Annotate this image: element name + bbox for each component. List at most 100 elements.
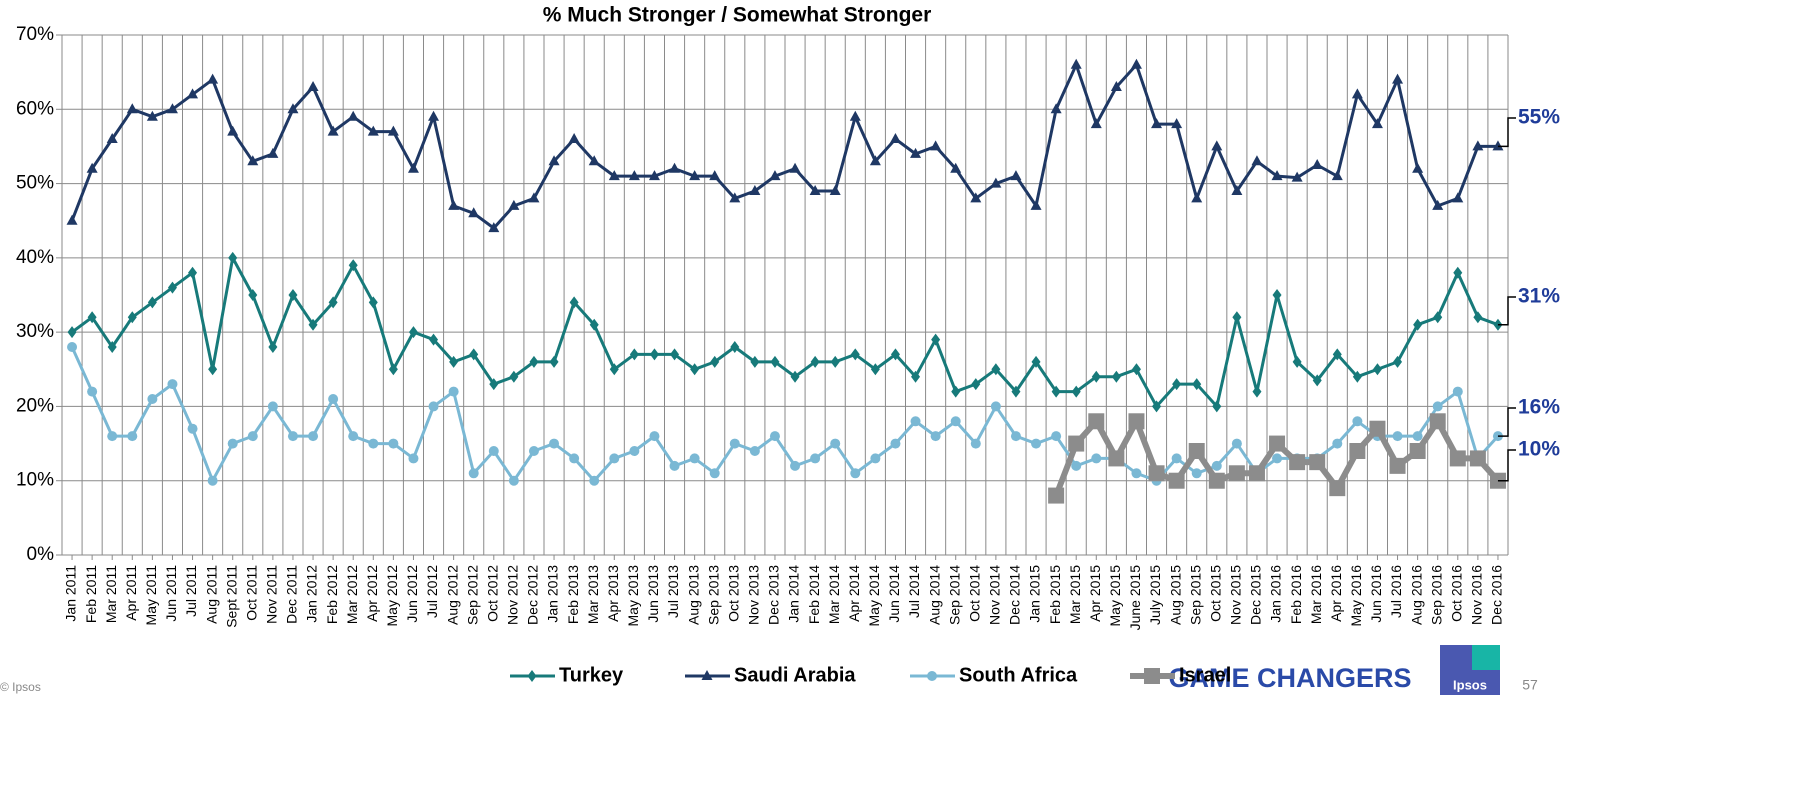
point <box>328 394 339 404</box>
point <box>488 222 500 233</box>
point <box>387 125 399 136</box>
point <box>769 170 781 181</box>
x-tick-label: Jan 2016 <box>1268 565 1284 623</box>
point <box>1329 480 1346 497</box>
point <box>769 431 780 442</box>
y-tick-label: 30% <box>16 321 54 342</box>
point <box>348 431 359 442</box>
point <box>1332 348 1342 361</box>
x-tick-label: Jul 2013 <box>665 565 681 618</box>
point <box>1172 378 1182 391</box>
point <box>227 125 239 136</box>
x-tick-label: Feb 2013 <box>565 565 581 624</box>
point <box>1291 171 1303 182</box>
point <box>770 355 780 368</box>
point <box>568 133 580 143</box>
copyright: © Ipsos <box>0 680 41 694</box>
y-tick-label: 0% <box>27 544 55 565</box>
point <box>207 475 218 486</box>
point <box>268 341 278 353</box>
x-tick-label: May 2013 <box>625 565 641 627</box>
point <box>910 147 922 158</box>
x-tick-label: Dec 2015 <box>1248 565 1264 625</box>
point <box>1031 355 1041 368</box>
point <box>609 453 620 464</box>
point <box>809 185 821 195</box>
point <box>1232 311 1242 324</box>
point <box>608 170 620 181</box>
point <box>1473 311 1483 324</box>
point <box>629 446 640 456</box>
point <box>388 438 399 449</box>
point <box>368 296 378 309</box>
x-tick-label: Mar 2016 <box>1308 565 1324 624</box>
point <box>1050 103 1062 114</box>
x-tick-label: Aug 2014 <box>926 565 942 625</box>
x-tick-label: Jan 2011 <box>63 565 79 622</box>
point <box>127 431 138 442</box>
point <box>849 110 861 121</box>
point <box>1472 140 1484 151</box>
point <box>1432 401 1443 412</box>
point <box>247 155 259 166</box>
point <box>609 363 619 376</box>
point <box>207 73 219 84</box>
point <box>1108 450 1125 467</box>
point <box>408 326 418 339</box>
x-tick-label: Mar 2012 <box>344 565 360 624</box>
point <box>569 296 579 309</box>
point <box>869 155 881 166</box>
x-tick-label: Dec 2016 <box>1489 565 1505 625</box>
point <box>127 311 137 324</box>
x-tick-label: Mar 2015 <box>1067 565 1083 624</box>
point <box>709 468 720 479</box>
point <box>227 438 238 449</box>
x-tick-label: Jun 2011 <box>163 565 179 622</box>
point <box>1272 289 1282 301</box>
point <box>107 431 118 442</box>
point <box>1191 192 1203 203</box>
x-tick-label: Nov 2014 <box>987 565 1003 625</box>
point <box>950 416 961 427</box>
logo: Ipsos <box>1453 677 1487 692</box>
y-tick-label: 70% <box>16 24 54 45</box>
point <box>910 416 921 427</box>
point <box>850 348 860 361</box>
point <box>629 348 639 361</box>
point <box>1289 454 1306 471</box>
point <box>107 341 117 353</box>
point <box>1111 370 1121 383</box>
x-tick-label: Dec 2011 <box>284 565 300 624</box>
point <box>166 103 178 114</box>
point <box>87 386 98 397</box>
value-label: 31% <box>1518 285 1560 308</box>
x-tick-label: Nov 2015 <box>1228 565 1244 625</box>
x-tick-label: June 2015 <box>1127 565 1143 631</box>
point <box>1171 118 1183 129</box>
point <box>709 170 721 181</box>
point <box>1071 460 1082 471</box>
point <box>87 311 97 324</box>
point <box>810 453 821 464</box>
point <box>729 438 740 449</box>
x-tick-label: Jun 2013 <box>645 565 661 623</box>
point <box>489 378 499 391</box>
point <box>1292 355 1302 368</box>
point <box>628 170 640 181</box>
point <box>429 333 439 346</box>
point <box>488 446 499 456</box>
x-tick-label: Jun 2014 <box>886 565 902 623</box>
label-leader <box>1497 296 1516 326</box>
legend-label: Saudi Arabia <box>734 664 856 686</box>
point <box>890 348 900 361</box>
point <box>1131 468 1142 479</box>
point <box>428 401 439 412</box>
point <box>1412 431 1423 442</box>
point <box>428 110 440 121</box>
point <box>407 162 419 173</box>
point <box>469 348 479 361</box>
point <box>388 363 398 376</box>
point <box>1131 363 1141 376</box>
point <box>1413 318 1423 331</box>
point <box>701 670 713 680</box>
